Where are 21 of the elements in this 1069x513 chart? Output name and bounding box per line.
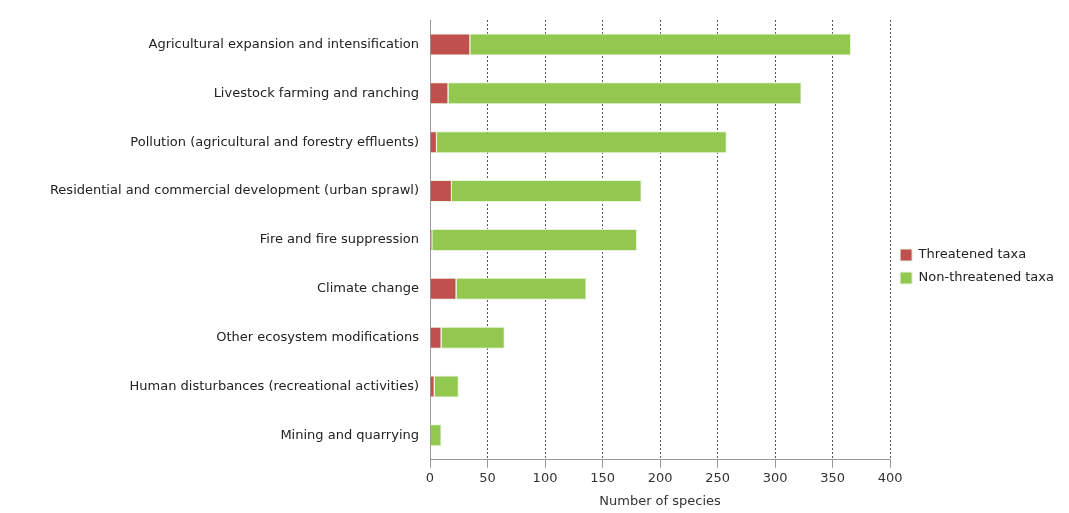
x-tick-label: 200 [647, 469, 673, 485]
x-tick-label: 0 [425, 469, 435, 485]
x-tick-label: 300 [762, 469, 788, 485]
y-tick-label: Other ecosystem modifications [216, 329, 420, 345]
y-tick-label: Human disturbances (recreational activities) [129, 377, 419, 393]
x-tick-label: 100 [532, 469, 558, 485]
x-tick-label: 50 [479, 469, 496, 485]
x-tick-label: 150 [590, 469, 615, 485]
y-tick-label: Mining and quarrying [280, 426, 419, 442]
y-tick-label: Residential and commercial development (urban sprawl) [49, 182, 419, 198]
y-tick-label: Climate change [316, 280, 419, 296]
y-tick-label: Fire and fire suppression [259, 231, 419, 247]
x-tick-label: 400 [877, 469, 903, 485]
y-tick-label: Agricultural expansion and intensification [148, 35, 419, 51]
y-tick-label: Pollution (agricultural and forestry effluents) [130, 133, 419, 149]
x-axis-title: Number of species [599, 492, 722, 508]
x-tick-label: 350 [820, 469, 845, 485]
x-tick-label: 250 [705, 469, 730, 485]
y-tick-label: Livestock farming and ranching [213, 84, 419, 100]
legend-label: Threatened taxa [917, 246, 1027, 262]
legend-label: Non-threatened taxa [918, 269, 1055, 285]
